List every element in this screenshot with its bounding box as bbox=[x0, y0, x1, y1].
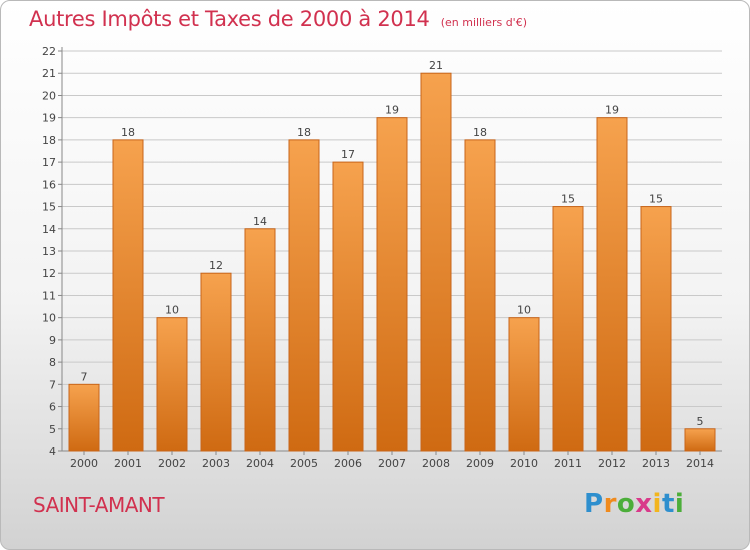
x-tick-label: 2008 bbox=[422, 457, 450, 470]
y-tick-label: 8 bbox=[49, 356, 56, 369]
bar-value-label: 15 bbox=[649, 193, 663, 206]
logo-letter: P bbox=[584, 489, 604, 519]
bar-2000 bbox=[68, 383, 100, 452]
bar-value-labels: 7 18 10 12 14 18 17 19 21 18 10 15 19 15 5 bbox=[81, 59, 704, 428]
bar-2013 bbox=[640, 206, 672, 452]
y-tick-label: 12 bbox=[42, 267, 56, 280]
bar-2002 bbox=[156, 317, 188, 452]
x-tick-label: 2001 bbox=[114, 457, 142, 470]
unit-note: (en milliers d'€) bbox=[440, 16, 527, 29]
bar-value-label: 19 bbox=[385, 104, 399, 117]
bar-value-label: 12 bbox=[209, 259, 223, 272]
x-tick-label: 2013 bbox=[642, 457, 670, 470]
proxiti-logo: Proxiti bbox=[584, 489, 684, 519]
chart-title: Autres Impôts et Taxes de 2000 à 2014 bbox=[29, 7, 430, 31]
x-tick-label: 2005 bbox=[290, 457, 318, 470]
x-tick-label: 2003 bbox=[202, 457, 230, 470]
y-tick-label: 11 bbox=[42, 289, 56, 302]
bar-2009 bbox=[464, 139, 496, 452]
bar-value-label: 19 bbox=[605, 104, 619, 117]
y-tick-label: 9 bbox=[49, 334, 56, 347]
bar-2004 bbox=[244, 228, 276, 452]
bar-2006 bbox=[332, 161, 364, 452]
bar-value-label: 18 bbox=[473, 126, 487, 139]
y-tick-label: 6 bbox=[49, 401, 56, 414]
x-tick-label: 2002 bbox=[158, 457, 186, 470]
bar-value-label: 15 bbox=[561, 193, 575, 206]
bar-value-label: 10 bbox=[165, 304, 179, 317]
bar-value-label: 18 bbox=[297, 126, 311, 139]
logo-letter: i bbox=[674, 489, 685, 519]
bar-2014 bbox=[684, 428, 716, 452]
x-tick-label: 2012 bbox=[598, 457, 626, 470]
bar-2012 bbox=[596, 117, 628, 452]
bars bbox=[68, 72, 716, 452]
logo-letter: i bbox=[652, 489, 662, 519]
y-tick-label: 10 bbox=[42, 312, 56, 325]
y-tick-label: 13 bbox=[42, 245, 56, 258]
y-tick-label: 18 bbox=[42, 134, 56, 147]
y-tick-label: 5 bbox=[49, 423, 56, 436]
bar-2001 bbox=[112, 139, 144, 452]
bar-value-label: 17 bbox=[341, 148, 355, 161]
x-axis-ticks: 2000 2001 2002 2003 2004 2005 2006 2007 2008 2009… bbox=[70, 451, 714, 470]
bar-value-label: 18 bbox=[121, 126, 135, 139]
y-tick-label: 20 bbox=[42, 89, 56, 102]
y-tick-label: 15 bbox=[42, 201, 56, 214]
bar-value-label: 21 bbox=[429, 59, 443, 72]
chart-title-row: Autres Impôts et Taxes de 2000 à 2014 (e… bbox=[29, 7, 527, 31]
bar-2005 bbox=[288, 139, 320, 452]
bar-2003 bbox=[200, 272, 232, 452]
logo-letter: r bbox=[603, 489, 617, 519]
bar-2008 bbox=[420, 72, 452, 452]
bar-2010 bbox=[508, 317, 540, 452]
x-tick-label: 2011 bbox=[554, 457, 582, 470]
x-tick-label: 2006 bbox=[334, 457, 362, 470]
bar-2011 bbox=[552, 206, 584, 452]
bar-value-label: 5 bbox=[697, 415, 704, 428]
y-tick-label: 7 bbox=[49, 378, 56, 391]
y-tick-label: 14 bbox=[42, 223, 56, 236]
logo-letter: x bbox=[635, 489, 653, 519]
x-tick-label: 2000 bbox=[70, 457, 98, 470]
x-tick-label: 2007 bbox=[378, 457, 406, 470]
x-tick-label: 2010 bbox=[510, 457, 538, 470]
y-tick-label: 16 bbox=[42, 178, 56, 191]
y-tick-label: 17 bbox=[42, 156, 56, 169]
logo-letter: o bbox=[616, 489, 636, 519]
y-tick-label: 21 bbox=[42, 67, 56, 80]
y-tick-label: 22 bbox=[42, 45, 56, 58]
x-tick-label: 2014 bbox=[686, 457, 714, 470]
bar-2007 bbox=[376, 117, 408, 452]
bar-value-label: 7 bbox=[81, 370, 88, 383]
commune-name: SAINT-AMANT bbox=[33, 493, 165, 517]
logo-letter: t bbox=[661, 489, 675, 519]
y-tick-label: 4 bbox=[49, 445, 56, 458]
bar-value-label: 10 bbox=[517, 304, 531, 317]
bar-value-label: 14 bbox=[253, 215, 267, 228]
x-tick-label: 2009 bbox=[466, 457, 494, 470]
y-tick-label: 19 bbox=[42, 112, 56, 125]
x-tick-label: 2004 bbox=[246, 457, 274, 470]
